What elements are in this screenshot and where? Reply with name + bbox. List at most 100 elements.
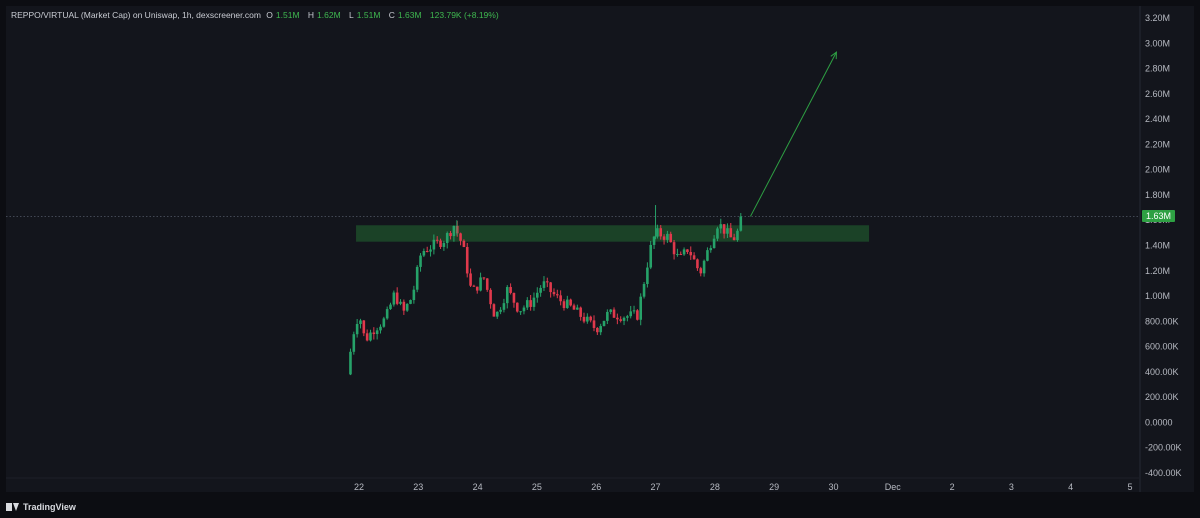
- candle-body: [579, 307, 582, 317]
- tradingview-footer[interactable]: TradingView: [6, 500, 76, 514]
- candle-body: [399, 301, 402, 304]
- candle-body: [429, 249, 432, 252]
- y-tick-label: 2.00M: [1145, 165, 1170, 175]
- candle-body: [525, 300, 529, 308]
- candle-body: [415, 266, 419, 290]
- candle-body: [566, 299, 569, 308]
- close-label: C: [388, 10, 395, 20]
- candle-body: [589, 316, 592, 321]
- x-tick-label: 28: [710, 482, 720, 492]
- candle-body: [395, 292, 399, 304]
- candle-body: [739, 216, 743, 231]
- candle-body: [512, 292, 516, 303]
- candle-body: [532, 297, 536, 307]
- candle-body: [736, 230, 739, 241]
- symbol-label: REPPO/VIRTUAL (Market Cap) on Uniswap, 1…: [11, 10, 261, 20]
- candle-body: [442, 243, 446, 247]
- candle-body: [639, 296, 643, 320]
- candle-body: [385, 309, 389, 319]
- x-tick-label: Dec: [885, 482, 902, 492]
- candle-body: [549, 282, 552, 293]
- tradingview-brand: TradingView: [23, 502, 76, 512]
- candle-body: [412, 289, 416, 301]
- candle-body: [636, 310, 639, 320]
- y-tick-label: 3.00M: [1145, 38, 1170, 48]
- candle-body: [462, 240, 466, 247]
- candle-body: [709, 248, 713, 251]
- candle-body: [659, 228, 663, 237]
- candle-body: [392, 292, 396, 305]
- candle-body: [672, 242, 676, 255]
- candle-body: [505, 287, 509, 304]
- candle-body: [515, 302, 519, 312]
- candle-body: [529, 300, 532, 307]
- x-tick-label: 23: [413, 482, 423, 492]
- close-value: 1.63M: [397, 10, 422, 20]
- candle-body: [359, 320, 362, 324]
- y-tick-label: 600.00K: [1145, 342, 1179, 352]
- candle-body: [482, 277, 486, 279]
- low-value: 1.51M: [356, 10, 381, 20]
- candle-body: [365, 333, 369, 341]
- open-value: 1.51M: [275, 10, 300, 20]
- candle-body: [349, 351, 352, 375]
- tradingview-logo-icon: [6, 503, 19, 511]
- y-tick-label: -400.00K: [1145, 468, 1182, 478]
- x-tick-label: 27: [651, 482, 661, 492]
- candle-body: [609, 309, 612, 312]
- candle-body: [699, 268, 703, 274]
- resistance-zone: [356, 225, 870, 242]
- candle-body: [452, 225, 456, 237]
- candle-body: [689, 251, 693, 256]
- candle-body: [626, 316, 629, 318]
- x-tick-label: 30: [828, 482, 838, 492]
- x-tick-label: 25: [532, 482, 542, 492]
- candle-body: [696, 259, 699, 269]
- y-tick-label: 3.20M: [1145, 13, 1170, 23]
- candle-body: [576, 307, 579, 310]
- candle-body: [492, 304, 496, 317]
- candle-body: [719, 224, 723, 229]
- high-value: 1.62M: [317, 10, 341, 20]
- y-tick-label: 1.00M: [1145, 291, 1170, 301]
- candle-body: [716, 228, 719, 239]
- candle-body: [629, 311, 633, 317]
- candle-body: [556, 294, 559, 296]
- y-tick-label: 1.40M: [1145, 241, 1170, 251]
- y-tick-label: 800.00K: [1145, 316, 1179, 326]
- candle-body: [622, 317, 626, 321]
- high-label: H: [307, 10, 315, 20]
- candle-body: [722, 224, 726, 234]
- candle-body: [602, 320, 606, 327]
- y-tick-label: 2.60M: [1145, 89, 1170, 99]
- x-tick-label: 4: [1068, 482, 1073, 492]
- change-value: 123.79K (+8.19%): [429, 10, 499, 20]
- candle-body: [425, 250, 429, 252]
- candle-body: [619, 319, 622, 321]
- open-label: O: [266, 10, 273, 20]
- candle-body: [596, 327, 599, 333]
- candle-body: [495, 311, 499, 317]
- candle-body: [449, 233, 452, 237]
- candle-body: [422, 250, 426, 256]
- candle-body: [499, 309, 502, 312]
- candle-body: [489, 289, 492, 305]
- candle-body: [352, 334, 356, 352]
- y-tick-label: 2.20M: [1145, 139, 1170, 149]
- candle-body: [679, 254, 683, 256]
- plot-pane: [6, 6, 1140, 492]
- y-tick-label: 2.80M: [1145, 64, 1170, 74]
- y-tick-label: 1.20M: [1145, 266, 1170, 276]
- y-tick-label: 0.0000: [1145, 417, 1173, 427]
- candle-body: [379, 326, 382, 331]
- candle-body: [606, 311, 609, 321]
- candle-body: [649, 244, 653, 268]
- candle-body: [372, 332, 376, 335]
- candle-body: [706, 250, 709, 261]
- candle-body: [712, 238, 716, 249]
- candle-body: [535, 292, 539, 298]
- candle-body: [726, 228, 729, 234]
- candle-body: [632, 310, 636, 312]
